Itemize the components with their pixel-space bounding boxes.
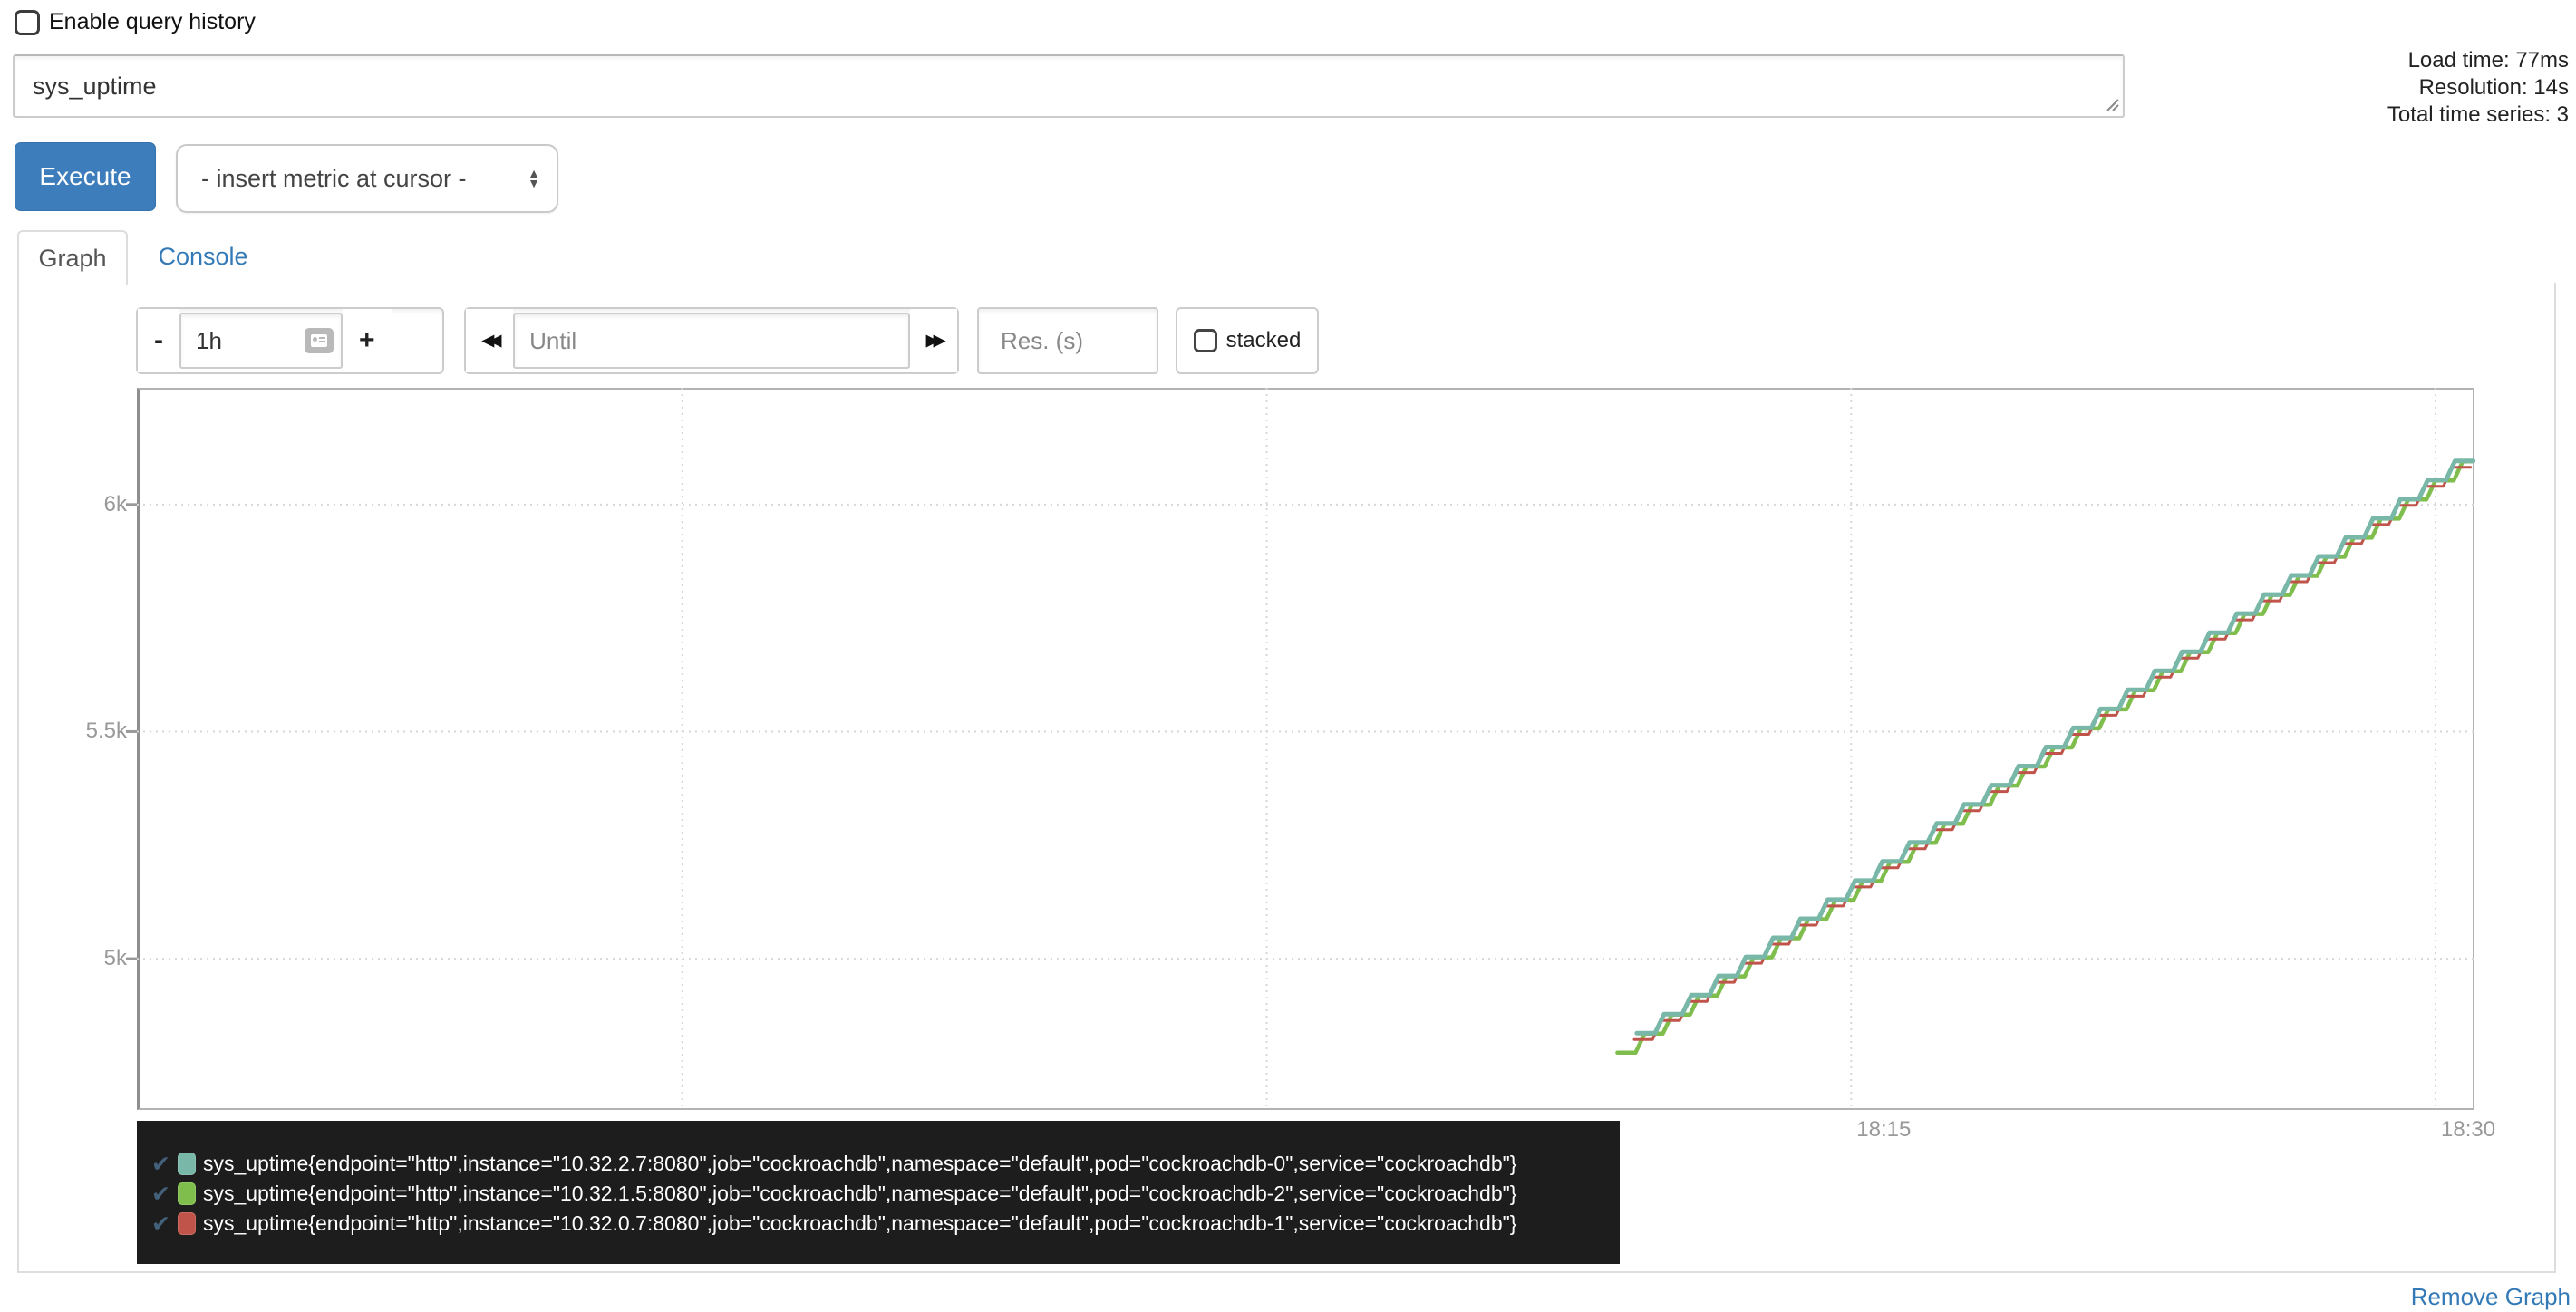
stacked-group: stacked (1176, 307, 1319, 374)
tab-graph[interactable]: Graph (17, 230, 128, 285)
execute-button[interactable]: Execute (15, 142, 156, 211)
rewind-icon: ◀◀ (482, 332, 501, 349)
series-color-swatch (177, 1182, 196, 1205)
forward-icon: ▶▶ (925, 332, 945, 349)
enable-query-history-label: Enable query history (49, 9, 256, 34)
select-arrows-icon: ▲ ▼ (528, 166, 540, 190)
tab-console[interactable]: Console (158, 242, 248, 270)
series-enabled-check-icon: ✔ (151, 1181, 170, 1207)
graph-plot-area[interactable] (126, 388, 2476, 1110)
stacked-checkbox[interactable] (1193, 329, 1217, 352)
range-input[interactable] (181, 326, 305, 355)
y-axis-tick-label: 5.5k (85, 719, 127, 744)
resize-handle-icon[interactable] (2104, 96, 2120, 112)
series-label: sys_uptime{endpoint="http",instance="10.… (202, 1152, 1517, 1175)
x-axis-tick-label: 18:15 (1856, 1117, 1912, 1142)
until-input[interactable] (515, 326, 908, 355)
insert-metric-select[interactable]: - insert metric at cursor - ▲ ▼ (176, 144, 558, 213)
autofill-contact-icon[interactable] (305, 328, 334, 353)
query-stats: Load time: 77ms Resolution: 14s Total ti… (2387, 47, 2569, 129)
chart-legend: ✔ sys_uptime{endpoint="http",instance="1… (137, 1121, 1620, 1264)
stat-load-time: Load time: 77ms (2407, 48, 2569, 72)
series-enabled-check-icon: ✔ (151, 1211, 170, 1237)
enable-query-history-checkbox[interactable] (15, 9, 40, 35)
insert-metric-select-value: - insert metric at cursor - (201, 164, 467, 192)
range-increase-button[interactable]: + (343, 309, 392, 372)
forward-button[interactable]: ▶▶ (909, 309, 957, 372)
enable-query-history-row: Enable query history (15, 9, 256, 35)
x-axis-tick-label: 18:30 (2441, 1117, 2496, 1142)
stat-resolution: Resolution: 14s (2418, 75, 2569, 100)
stat-total-series: Total time series: 3 (2387, 102, 2569, 127)
series-color-swatch (177, 1153, 196, 1175)
uptime-line-chart (126, 388, 2476, 1110)
range-input-wrap (179, 313, 343, 369)
query-expression-input[interactable]: sys_uptime (13, 54, 2125, 118)
y-axis-tick-label: 5k (103, 946, 127, 971)
until-input-wrap (513, 313, 910, 369)
y-axis-tick-label: 6k (103, 491, 127, 516)
series-label: sys_uptime{endpoint="http",instance="10.… (202, 1211, 1517, 1235)
remove-graph-link[interactable]: Remove Graph (2410, 1283, 2571, 1310)
range-input-group: - + (136, 307, 444, 374)
series-enabled-check-icon: ✔ (151, 1151, 170, 1177)
legend-item[interactable]: ✔ sys_uptime{endpoint="http",instance="1… (137, 1179, 1620, 1209)
graph-panel (17, 283, 2556, 1273)
legend-item[interactable]: ✔ sys_uptime{endpoint="http",instance="1… (137, 1209, 1620, 1239)
tab-bar: Graph Console (17, 230, 2556, 285)
resolution-input[interactable] (977, 307, 1158, 374)
stacked-label: stacked (1225, 328, 1302, 352)
series-label: sys_uptime{endpoint="http",instance="10.… (202, 1182, 1517, 1205)
legend-item[interactable]: ✔ sys_uptime{endpoint="http",instance="1… (137, 1149, 1620, 1179)
rewind-button[interactable]: ◀◀ (466, 309, 514, 372)
range-decrease-button[interactable]: - (138, 309, 179, 372)
query-expression-wrap: sys_uptime (13, 54, 2125, 118)
series-color-swatch (177, 1212, 196, 1235)
until-input-group: ◀◀ ▶▶ (464, 307, 959, 374)
